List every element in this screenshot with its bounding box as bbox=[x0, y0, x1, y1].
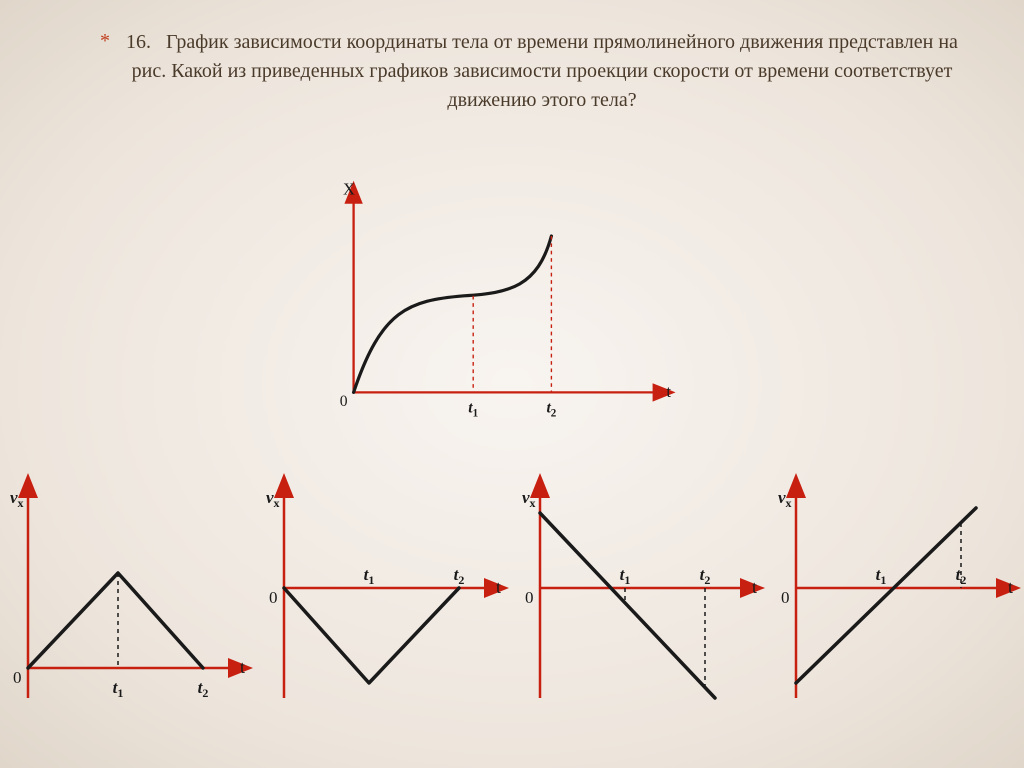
tick-t2: t2 bbox=[454, 565, 465, 587]
answer-graph-D: vx t 0 t1 t2 bbox=[776, 478, 1016, 728]
tick-t2: t2 bbox=[956, 565, 967, 587]
y-axis-label: vx bbox=[778, 488, 792, 510]
question-body: График зависимости координаты тела от вр… bbox=[132, 31, 958, 111]
tick-t1: t1 bbox=[876, 565, 887, 587]
origin-label: 0 bbox=[525, 588, 534, 607]
question-text: 16. График зависимости координаты тела о… bbox=[120, 28, 964, 115]
tick-t2: t2 bbox=[700, 565, 711, 587]
x-axis-label: t bbox=[666, 382, 671, 401]
velocity-curve bbox=[28, 573, 203, 668]
origin-label: 0 bbox=[269, 588, 278, 607]
velocity-curve bbox=[796, 508, 976, 683]
origin-label: 0 bbox=[340, 393, 348, 410]
tick-t2: t2 bbox=[546, 400, 556, 420]
origin-label: 0 bbox=[781, 588, 790, 607]
x-axis-label: t bbox=[240, 657, 245, 677]
bullet-marker: * bbox=[100, 30, 110, 53]
y-axis-label: vx bbox=[10, 488, 24, 510]
y-axis-label: vx bbox=[266, 488, 280, 510]
answer-graph-B: vx t 0 t1 t2 bbox=[264, 478, 504, 728]
origin-label: 0 bbox=[13, 668, 22, 687]
question-number: 16. bbox=[126, 31, 151, 53]
x-axis-label: t bbox=[496, 577, 501, 597]
tick-t1: t1 bbox=[364, 565, 375, 587]
velocity-curve bbox=[540, 513, 715, 698]
x-axis-label: t bbox=[752, 577, 757, 597]
tick-t1: t1 bbox=[620, 565, 631, 587]
tick-t2: t2 bbox=[198, 678, 209, 700]
y-axis-label: X bbox=[343, 180, 355, 199]
tick-t1: t1 bbox=[468, 400, 478, 420]
y-axis-label: vx bbox=[522, 488, 536, 510]
tick-t1: t1 bbox=[113, 678, 124, 700]
x-axis-label: t bbox=[1008, 577, 1013, 597]
answer-row: vx t 0 t1 t2 vx t 0 t1 t2 bbox=[0, 463, 1024, 743]
position-curve bbox=[354, 236, 552, 392]
answer-graph-C: vx t 0 t1 t2 bbox=[520, 478, 760, 728]
slide-container: * 16. График зависимости координаты тела… bbox=[0, 0, 1024, 768]
answer-graph-A: vx t 0 t1 t2 bbox=[8, 478, 248, 728]
velocity-curve bbox=[284, 588, 459, 683]
main-position-graph: X t 0 t1 t2 bbox=[320, 190, 700, 420]
